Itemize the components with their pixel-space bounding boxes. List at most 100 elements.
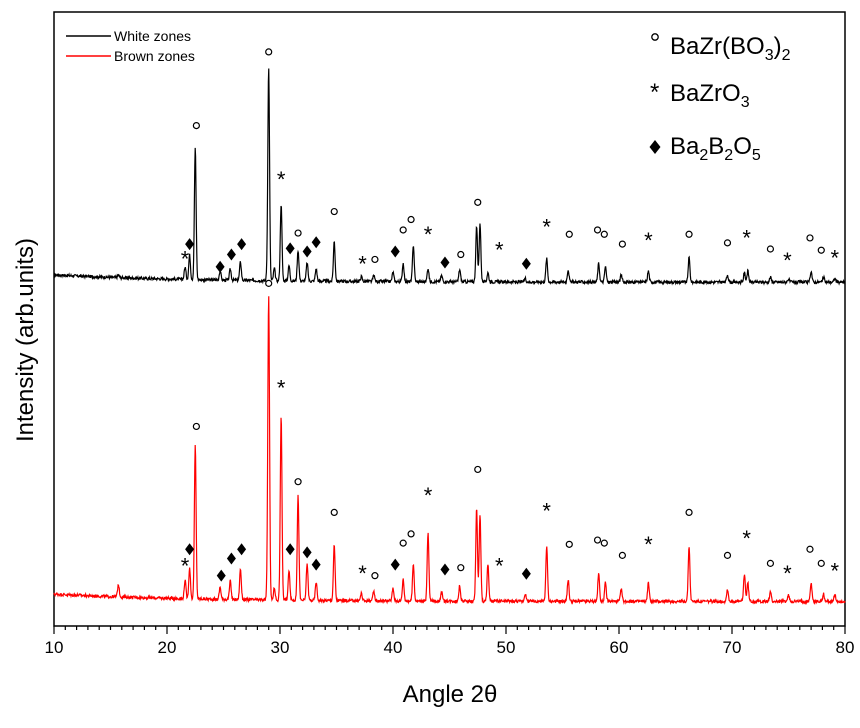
x-tick-label: 10 (45, 638, 64, 657)
marker-diamond-0-7 (237, 238, 247, 251)
marker-asterisk-0-18: * (424, 222, 433, 247)
marker-asterisk-1-22: * (495, 554, 504, 579)
series-line-brown-zones (53, 296, 846, 606)
x-tick-label: 70 (723, 638, 742, 657)
legend-label-brown: Brown zones (114, 48, 195, 64)
marker-asterisk-1-29: * (644, 532, 653, 557)
marker-circle-0-1 (265, 48, 273, 56)
x-tick-label: 80 (836, 638, 855, 657)
marker-diamond-0-5 (215, 260, 225, 273)
marker-asterisk-1-32: * (742, 526, 751, 551)
marker-diamond-1-19 (440, 563, 450, 576)
marker-asterisk-1-18: * (424, 483, 433, 508)
marker-asterisk-1-2: * (277, 376, 286, 401)
x-tick-label: 60 (610, 638, 629, 657)
marker-circle-0-0 (192, 121, 200, 130)
marker-asterisk-0-29: * (644, 228, 653, 253)
marker-diamond-1-15 (390, 558, 400, 571)
marker-circle-1-26 (593, 536, 602, 544)
marker-circle-1-9 (294, 478, 302, 486)
marker-circle-1-33 (766, 559, 775, 567)
phase-key-label-bazrbo3: BaZr(BO3)2 (670, 33, 791, 64)
phase-key-circle-icon (651, 33, 659, 41)
marker-circle-1-25 (565, 540, 573, 548)
marker-circle-0-12 (330, 207, 338, 216)
marker-circle-0-16 (399, 226, 407, 234)
marker-circle-1-20 (457, 564, 465, 572)
marker-circle-0-14 (371, 255, 379, 264)
marker-circle-0-30 (685, 230, 693, 238)
marker-asterisk-0-24: * (542, 215, 551, 240)
legend: White zones Brown zones (66, 28, 195, 64)
marker-asterisk-0-34: * (783, 248, 792, 273)
marker-diamond-0-19 (440, 256, 450, 269)
marker-diamond-1-6 (226, 552, 236, 565)
marker-diamond-1-5 (216, 569, 226, 582)
marker-asterisk-1-13: * (358, 561, 367, 586)
marker-circle-0-31 (723, 239, 732, 247)
marker-diamond-0-6 (226, 248, 236, 261)
x-tick-label: 20 (158, 638, 177, 657)
marker-diamond-1-23 (521, 567, 531, 580)
marker-circle-1-16 (399, 539, 407, 547)
phase-key: BaZr(BO3)2 * BaZrO3 Ba2B2O5 (649, 33, 791, 164)
marker-asterisk-1-3: * (181, 554, 190, 579)
marker-asterisk-0-3: * (181, 247, 190, 272)
y-axis-title: Intensity (arb.units) (12, 238, 39, 442)
phase-key-diamond-icon (649, 140, 661, 154)
phase-markers: * * * * * * * * * * * * * * * * * * * * (181, 48, 840, 586)
marker-circle-0-33 (766, 245, 775, 253)
marker-diamond-1-8 (285, 543, 295, 556)
marker-asterisk-0-37: * (831, 245, 840, 270)
phase-key-asterisk-icon: * (650, 79, 659, 106)
x-axis-ticks: 10 20 30 40 50 60 70 80 (45, 626, 855, 657)
x-tick-label: 40 (384, 638, 403, 657)
marker-circle-1-17 (407, 530, 415, 538)
marker-asterisk-1-24: * (542, 498, 551, 523)
marker-circle-1-28 (618, 551, 626, 559)
marker-circle-1-1 (265, 279, 273, 287)
marker-asterisk-0-2: * (277, 167, 286, 192)
marker-diamond-1-11 (311, 558, 321, 571)
marker-diamond-0-10 (302, 245, 312, 258)
marker-diamond-0-23 (521, 257, 531, 270)
phase-key-label-bazro3: BaZrO3 (670, 80, 750, 111)
marker-diamond-1-10 (302, 546, 312, 559)
marker-circle-1-36 (817, 559, 825, 567)
marker-asterisk-0-32: * (742, 226, 751, 251)
marker-asterisk-1-37: * (831, 559, 840, 584)
traces (53, 68, 846, 606)
marker-asterisk-1-34: * (783, 561, 792, 586)
marker-circle-0-28 (618, 240, 626, 248)
marker-diamond-0-4 (185, 238, 195, 251)
legend-label-white: White zones (114, 28, 191, 44)
marker-asterisk-0-13: * (358, 252, 367, 277)
marker-circle-1-35 (806, 545, 814, 553)
marker-circle-0-21 (474, 198, 482, 206)
marker-diamond-0-15 (390, 245, 400, 258)
x-tick-label: 50 (497, 638, 516, 657)
series-line-white-zones (53, 68, 846, 286)
marker-circle-0-27 (600, 230, 608, 238)
marker-circle-0-9 (294, 229, 302, 237)
marker-circle-1-12 (330, 508, 338, 517)
marker-circle-0-35 (806, 234, 814, 242)
marker-diamond-0-11 (311, 236, 321, 249)
marker-circle-0-26 (593, 226, 602, 234)
marker-circle-1-31 (723, 551, 732, 559)
marker-circle-0-36 (817, 246, 825, 254)
phase-key-label-ba2b2o5: Ba2B2O5 (670, 133, 761, 164)
marker-circle-0-20 (457, 250, 465, 259)
marker-diamond-1-7 (237, 543, 247, 556)
marker-diamond-1-4 (185, 543, 195, 556)
marker-circle-0-25 (565, 230, 573, 238)
marker-circle-1-27 (600, 539, 608, 547)
marker-circle-1-14 (371, 572, 379, 580)
marker-circle-1-0 (192, 422, 200, 431)
marker-diamond-0-8 (285, 242, 295, 255)
x-tick-label: 30 (271, 638, 290, 657)
marker-circle-1-30 (685, 508, 693, 517)
x-axis-title: Angle 2θ (403, 681, 498, 708)
marker-circle-1-21 (474, 465, 482, 474)
